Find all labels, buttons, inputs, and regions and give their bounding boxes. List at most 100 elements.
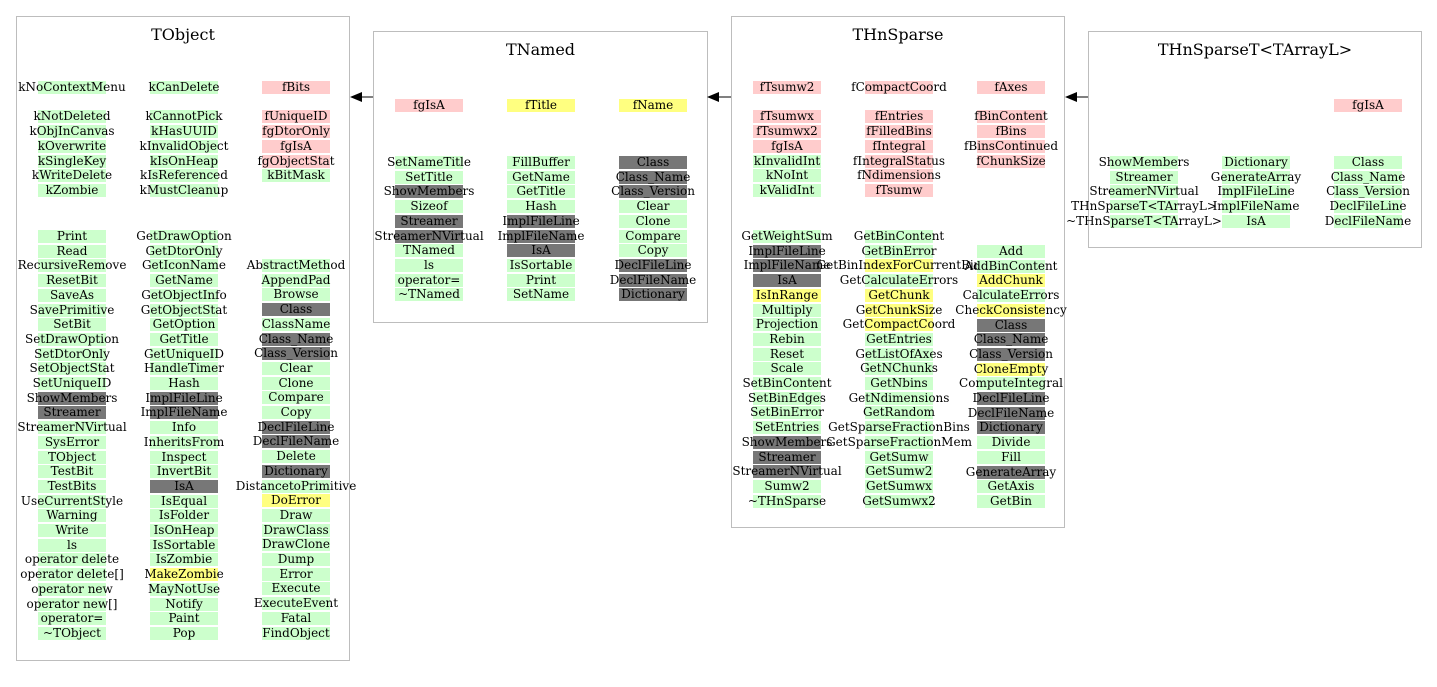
member-label: Dump [277,552,315,566]
member-label: SetTitle [405,169,453,184]
class-member: DeclFileName [253,435,339,449]
member-label: fgDtorOnly [262,124,330,139]
member-label: kNoInt [765,168,809,183]
member-label: GetName [155,273,213,288]
member-label: Hash [168,376,200,390]
class-member: Print [507,273,575,287]
class-member: Scale [753,362,821,376]
member-label: SetNameTitle [387,155,471,169]
class-member: Delete [262,450,330,464]
class-member: GetTitle [507,185,575,199]
member-label: DeclFileLine [1329,199,1407,214]
class-member: Class [262,303,330,317]
arrow-tnamed-to-tobject [350,92,373,102]
member-label: fIntegral [872,138,926,153]
member-label: SetBinEdges [748,390,826,405]
member-label: DeclFileName [967,405,1055,420]
member-label: IsZombie [155,552,213,567]
class-member: GetName [507,170,575,184]
class-member: Streamer [1110,170,1178,184]
class-member: fTsumw [865,182,933,197]
class-member: DeclFileName [1325,214,1411,228]
class-member: SetUniqueID [33,377,111,390]
member-label: FindObject [262,625,330,640]
member-label: fgIsA [280,138,312,153]
member-label: TestBit [50,464,94,479]
member-label: kNotDeleted [33,109,111,124]
member-label: fTsumwx [760,109,814,124]
member-label: HandleTimer [143,361,225,376]
class-member: fTsumw2 [753,81,821,94]
class-member: SavePrimitive [30,303,114,317]
member-label: operator new[] [26,596,118,611]
member-label: ImplFileLine [145,390,223,405]
class-member: fAxes [977,81,1045,94]
class-member: kObjInCanvas [29,125,115,139]
arrow-thnsparset-to-thnsparse [1065,92,1088,102]
class-member: fBinContent [974,110,1048,124]
member-label: IsA [174,478,194,493]
class-member: kValidInt [753,183,821,197]
class-member: Compare [619,229,687,243]
member-label: Clear [279,360,313,375]
member-label: THnSparseT<TArrayL> [1071,199,1217,214]
member-label: ImplFileLine [502,213,580,228]
class-member: fTsumwx [753,109,821,124]
class-member: ImplFileName [744,259,830,273]
class-member: StreamerNVirtual [17,421,127,435]
member-label: ShowMembers [26,390,118,405]
class-member: Info [150,421,218,435]
class-member: Fill [977,450,1045,464]
class-member: StreamerNVirtual [1089,185,1199,199]
class-member: Clone [262,376,330,390]
class-member: CloneEmpty [974,362,1048,376]
member-label: GenerateArray [1210,169,1302,184]
member-label: GetDrawOption [136,229,232,243]
class-member: GetAxis [977,480,1045,494]
class-member: GetOption [150,318,218,332]
class-member: SetDrawOption [25,332,119,346]
class-member: GetSparseFractionMem [826,435,972,449]
class-box-tobject: TObject kNoContextMenu kNotDeleted kObjInC… [16,16,356,661]
member-label: fTsumw [875,182,923,197]
class-member: Paint [150,612,218,626]
member-label: Draw [279,507,313,522]
member-label: kNoContextMenu [18,80,126,94]
member-label: fBins [995,124,1027,139]
member-label: Class_Version [611,184,695,199]
member-label: GetSparseFractionMem [826,434,972,449]
class-member: Pop [150,626,218,640]
class-member: ImplFileName [1213,200,1299,214]
member-label: SaveAs [49,287,95,302]
class-member: DrawClone [262,538,330,552]
class-member: fIntegralStatus [853,154,945,168]
member-label: GetBinContent [853,229,945,243]
member-label: DistancetoPrimitive [235,478,357,493]
class-member: TObject [38,450,106,464]
member-label: Dictionary [1224,155,1288,169]
class-member: StreamerNVirtual [374,229,484,243]
class-member: kNotDeleted [33,110,111,124]
class-member: DistancetoPrimitive [236,479,356,493]
class-member: IsInRange [753,287,821,302]
member-label: DeclFileLine [257,419,335,434]
class-member: InheritsFrom [144,435,224,449]
member-label: GetBinError [861,243,937,258]
member-label: TestBits [47,478,97,493]
class-member: GetNChunks [860,362,938,376]
class-member: GetBin [977,494,1045,508]
member-label: Write [55,523,89,537]
class-member: Divide [977,436,1045,450]
class-member: ~THnSparseT<TArrayL> [1066,214,1222,228]
member-label: Streamer [758,449,816,464]
class-member: ShowMembers [27,391,117,405]
class-member: Copy [262,406,330,419]
member-label: CloneEmpty [973,361,1049,376]
class-member: kNoInt [753,168,821,183]
member-label: IsInRange [755,287,819,302]
member-label: InheritsFrom [143,434,225,449]
member-label: GetEntries [866,331,932,346]
class-member: Rebin [753,332,821,346]
member-label: Class [636,155,670,169]
member-label: StreamerNVirtual [732,464,842,479]
